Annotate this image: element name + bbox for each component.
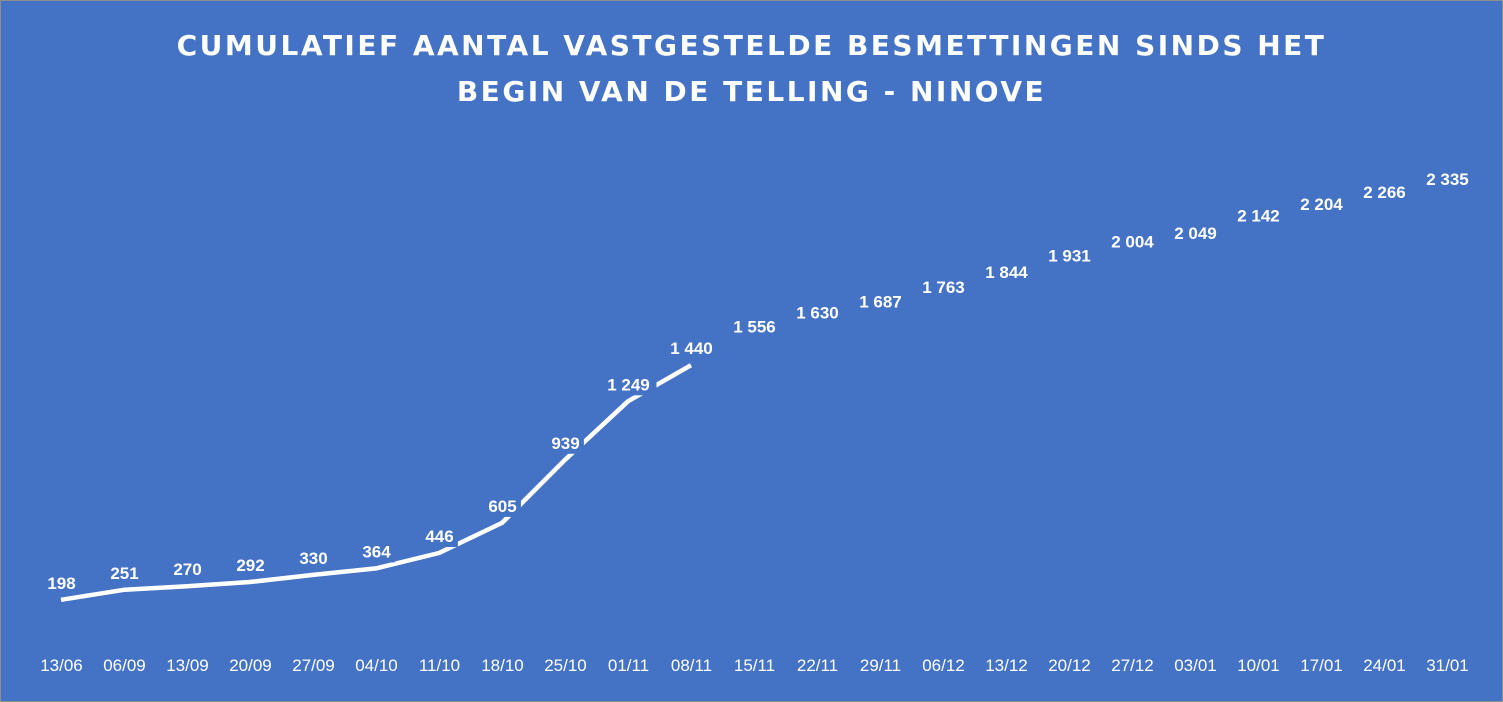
x-tick-label: 06/09 xyxy=(103,656,146,675)
data-label-background xyxy=(484,492,521,517)
x-tick-label: 01/11 xyxy=(608,656,649,675)
chart-title-line-2: BEGIN VAN DE TELLING - NINOVE xyxy=(456,75,1047,108)
x-tick-label: 27/12 xyxy=(1111,656,1154,675)
data-label-background xyxy=(106,559,143,584)
data-label: 1 844 xyxy=(985,263,1028,282)
data-label-background xyxy=(547,429,584,454)
data-label: 2 266 xyxy=(1363,183,1406,202)
data-label: 446 xyxy=(425,527,453,546)
x-tick-label: 04/10 xyxy=(355,656,398,675)
data-label: 330 xyxy=(299,549,327,568)
data-label-background xyxy=(295,544,332,569)
data-label-background xyxy=(1167,220,1224,245)
x-tick-label: 06/12 xyxy=(922,656,965,675)
x-tick-label: 24/01 xyxy=(1363,656,1406,675)
data-label-background xyxy=(232,552,269,576)
data-label-background xyxy=(358,538,395,563)
data-label-background xyxy=(726,313,783,338)
data-label: 2 335 xyxy=(1426,170,1469,189)
data-label: 270 xyxy=(173,560,201,579)
data-label-background xyxy=(169,556,206,581)
data-label-background xyxy=(1041,242,1098,267)
data-label: 605 xyxy=(488,497,516,516)
data-label: 2 049 xyxy=(1174,224,1217,243)
data-label-background xyxy=(1230,202,1287,227)
data-label-background xyxy=(1293,190,1350,215)
x-tick-label: 29/11 xyxy=(860,656,901,675)
data-label: 1 556 xyxy=(733,317,776,336)
data-label: 2 142 xyxy=(1237,207,1280,226)
data-label-background xyxy=(421,523,458,547)
data-label-background xyxy=(978,258,1035,283)
x-tick-label: 08/11 xyxy=(671,656,712,675)
data-label: 2 204 xyxy=(1300,195,1343,214)
data-label: 292 xyxy=(236,556,264,575)
data-label: 198 xyxy=(47,574,75,593)
x-tick-label: 13/09 xyxy=(166,656,209,675)
x-tick-label: 13/06 xyxy=(40,656,83,675)
data-label-background xyxy=(1104,228,1161,253)
x-tick-label: 03/01 xyxy=(1174,656,1217,675)
data-label: 251 xyxy=(110,564,138,583)
data-label: 939 xyxy=(551,434,579,453)
x-tick-label: 17/01 xyxy=(1300,656,1343,675)
x-tick-label: 13/12 xyxy=(985,656,1028,675)
data-label-background xyxy=(915,274,972,299)
data-label: 1 440 xyxy=(670,339,713,358)
data-label-background xyxy=(43,569,80,594)
x-tick-label: 10/01 xyxy=(1237,656,1280,675)
chart-title-line-1: CUMULATIEF AANTAL VASTGESTELDE BESMETTIN… xyxy=(176,29,1327,62)
x-tick-label: 31/01 xyxy=(1426,656,1469,675)
data-label-background xyxy=(1419,166,1476,191)
data-label: 364 xyxy=(362,542,391,561)
x-tick-label: 22/11 xyxy=(797,656,838,675)
x-tick-label: 20/12 xyxy=(1048,656,1091,675)
data-label: 2 004 xyxy=(1111,233,1154,252)
data-label-background xyxy=(600,371,657,396)
data-label-background xyxy=(1356,179,1413,204)
x-tick-label: 25/10 xyxy=(544,656,587,675)
data-label-background xyxy=(663,335,720,360)
x-tick-label: 11/10 xyxy=(419,656,460,675)
x-tick-label: 27/09 xyxy=(292,656,335,675)
series-line xyxy=(60,363,693,603)
data-label: 1 687 xyxy=(859,293,902,312)
data-label-background xyxy=(789,299,846,324)
x-tick-label: 18/10 xyxy=(481,656,524,675)
data-label: 1 763 xyxy=(922,278,965,297)
data-label-background xyxy=(852,288,909,313)
data-label: 1 931 xyxy=(1048,246,1091,265)
x-tick-label: 15/11 xyxy=(734,656,775,675)
data-label: 1 630 xyxy=(796,303,839,322)
data-label: 1 249 xyxy=(607,375,650,394)
x-tick-label: 20/09 xyxy=(229,656,272,675)
